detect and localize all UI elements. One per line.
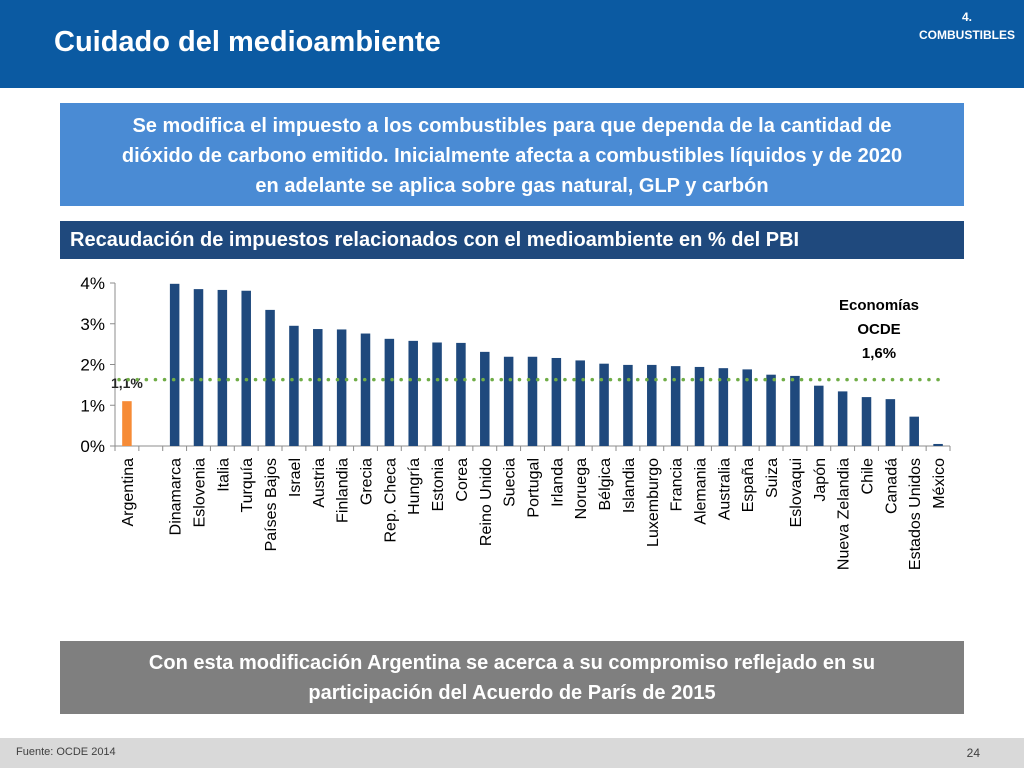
chart-title: Recaudación de impuestos relacionados co… — [60, 221, 964, 259]
category-label: Italia — [215, 458, 232, 492]
category-label: Turquía — [239, 458, 256, 513]
info-line: en adelante se aplica sobre gas natural,… — [255, 175, 769, 197]
category-label: México — [931, 458, 948, 509]
bar-chart: 0% 1% 2% 3% 4% Argentina Dinamarca Eslovenia Ita… — [80, 274, 951, 570]
bar — [814, 385, 824, 446]
bar — [336, 329, 347, 446]
bar — [861, 397, 872, 446]
oecd-average-label: OCDE — [857, 321, 900, 338]
bar — [885, 399, 896, 446]
category-label: España — [740, 458, 757, 512]
category-label: Noruega — [573, 458, 590, 519]
bar — [718, 368, 729, 446]
bar — [742, 369, 752, 446]
info-box: Se modifica el impuesto a los combustibl… — [60, 103, 964, 206]
category-label: Suiza — [764, 458, 781, 498]
bar — [766, 374, 776, 446]
y-tick-label: 0% — [80, 437, 105, 456]
bar-argentina — [122, 401, 132, 446]
section-name: COMBUSTIBLES — [919, 28, 1015, 42]
page-number: 24 — [966, 746, 980, 760]
category-label: Reino Unido — [478, 458, 495, 546]
category-label: Suecia — [502, 458, 519, 507]
category-label: Argentina — [120, 458, 137, 527]
header-bar: Cuidado del medioambiente 4. COMBUSTIBLE… — [0, 0, 1024, 88]
bar — [384, 338, 395, 446]
source-note: Fuente: OCDE 2014 — [16, 746, 116, 758]
bar — [933, 443, 943, 446]
bar — [217, 289, 228, 446]
oecd-average-label: 1,6% — [862, 345, 896, 362]
page-title: Cuidado del medioambiente — [54, 26, 441, 58]
category-label: Nueva Zelandia — [836, 458, 853, 570]
category-label: Dinamarca — [168, 458, 185, 535]
category-label: Israel — [287, 458, 304, 497]
bar — [169, 283, 180, 446]
category-label: Chile — [860, 458, 877, 495]
category-label: Austria — [311, 458, 328, 508]
conclusion-box: Con esta modificación Argentina se acerc… — [60, 641, 964, 714]
y-tick-label: 4% — [80, 274, 105, 293]
category-label: Hungría — [406, 458, 423, 515]
category-label: Irlanda — [549, 458, 566, 507]
category-label: Alemania — [693, 458, 710, 525]
category-label: Rep. Checa — [382, 458, 399, 543]
category-label: Finlandia — [335, 458, 352, 523]
bar — [527, 356, 538, 446]
category-label: Portugal — [526, 458, 543, 518]
bar — [456, 342, 466, 446]
bar — [623, 364, 633, 446]
y-tick-label: 3% — [80, 315, 105, 334]
bar — [480, 351, 490, 446]
argentina-value-label: 1,1% — [111, 375, 143, 391]
section-tag: 4. COMBUSTIBLES — [912, 8, 1022, 44]
bar — [837, 391, 848, 446]
oecd-average-label: Economías — [839, 297, 919, 314]
category-label: Canadá — [883, 458, 900, 514]
bar — [289, 325, 299, 446]
category-label: Estonia — [430, 458, 447, 511]
category-label: Australia — [716, 458, 733, 520]
category-label: Eslovaqui — [788, 458, 805, 527]
section-number: 4. — [961, 10, 972, 24]
category-label: Luxemburgo — [645, 458, 662, 547]
bar — [670, 366, 681, 446]
bar — [694, 366, 705, 446]
bar — [575, 360, 585, 446]
conclusion-line: participación del Acuerdo de París de 20… — [308, 682, 716, 704]
bar — [432, 342, 442, 446]
category-label: Corea — [454, 458, 471, 502]
category-label: Bélgica — [597, 458, 614, 511]
bar — [408, 340, 418, 446]
category-label: Estados Unidos — [907, 458, 924, 570]
category-label: Japón — [812, 458, 829, 502]
bar — [551, 357, 562, 446]
bar — [265, 309, 275, 446]
bar — [909, 416, 919, 446]
bar — [360, 333, 371, 446]
bar — [503, 356, 514, 446]
category-label: Grecia — [359, 458, 376, 505]
category-label: Francia — [669, 458, 686, 511]
y-tick-label: 2% — [80, 356, 105, 375]
bar — [313, 329, 323, 446]
bar — [647, 364, 657, 446]
bar — [790, 375, 800, 446]
conclusion-line: Con esta modificación Argentina se acerc… — [148, 652, 876, 674]
bar — [241, 290, 251, 446]
info-line: dióxido de carbono emitido. Inicialmente… — [121, 145, 903, 167]
category-label: Países Bajos — [263, 458, 280, 551]
category-label: Islandia — [621, 458, 638, 513]
footer-bar: Fuente: OCDE 2014 24 — [0, 738, 1024, 768]
bar — [193, 289, 204, 446]
info-line: Se modifica el impuesto a los combustibl… — [132, 115, 892, 137]
y-tick-label: 1% — [80, 396, 105, 415]
bar — [599, 363, 609, 446]
category-label: Eslovenia — [192, 458, 209, 527]
